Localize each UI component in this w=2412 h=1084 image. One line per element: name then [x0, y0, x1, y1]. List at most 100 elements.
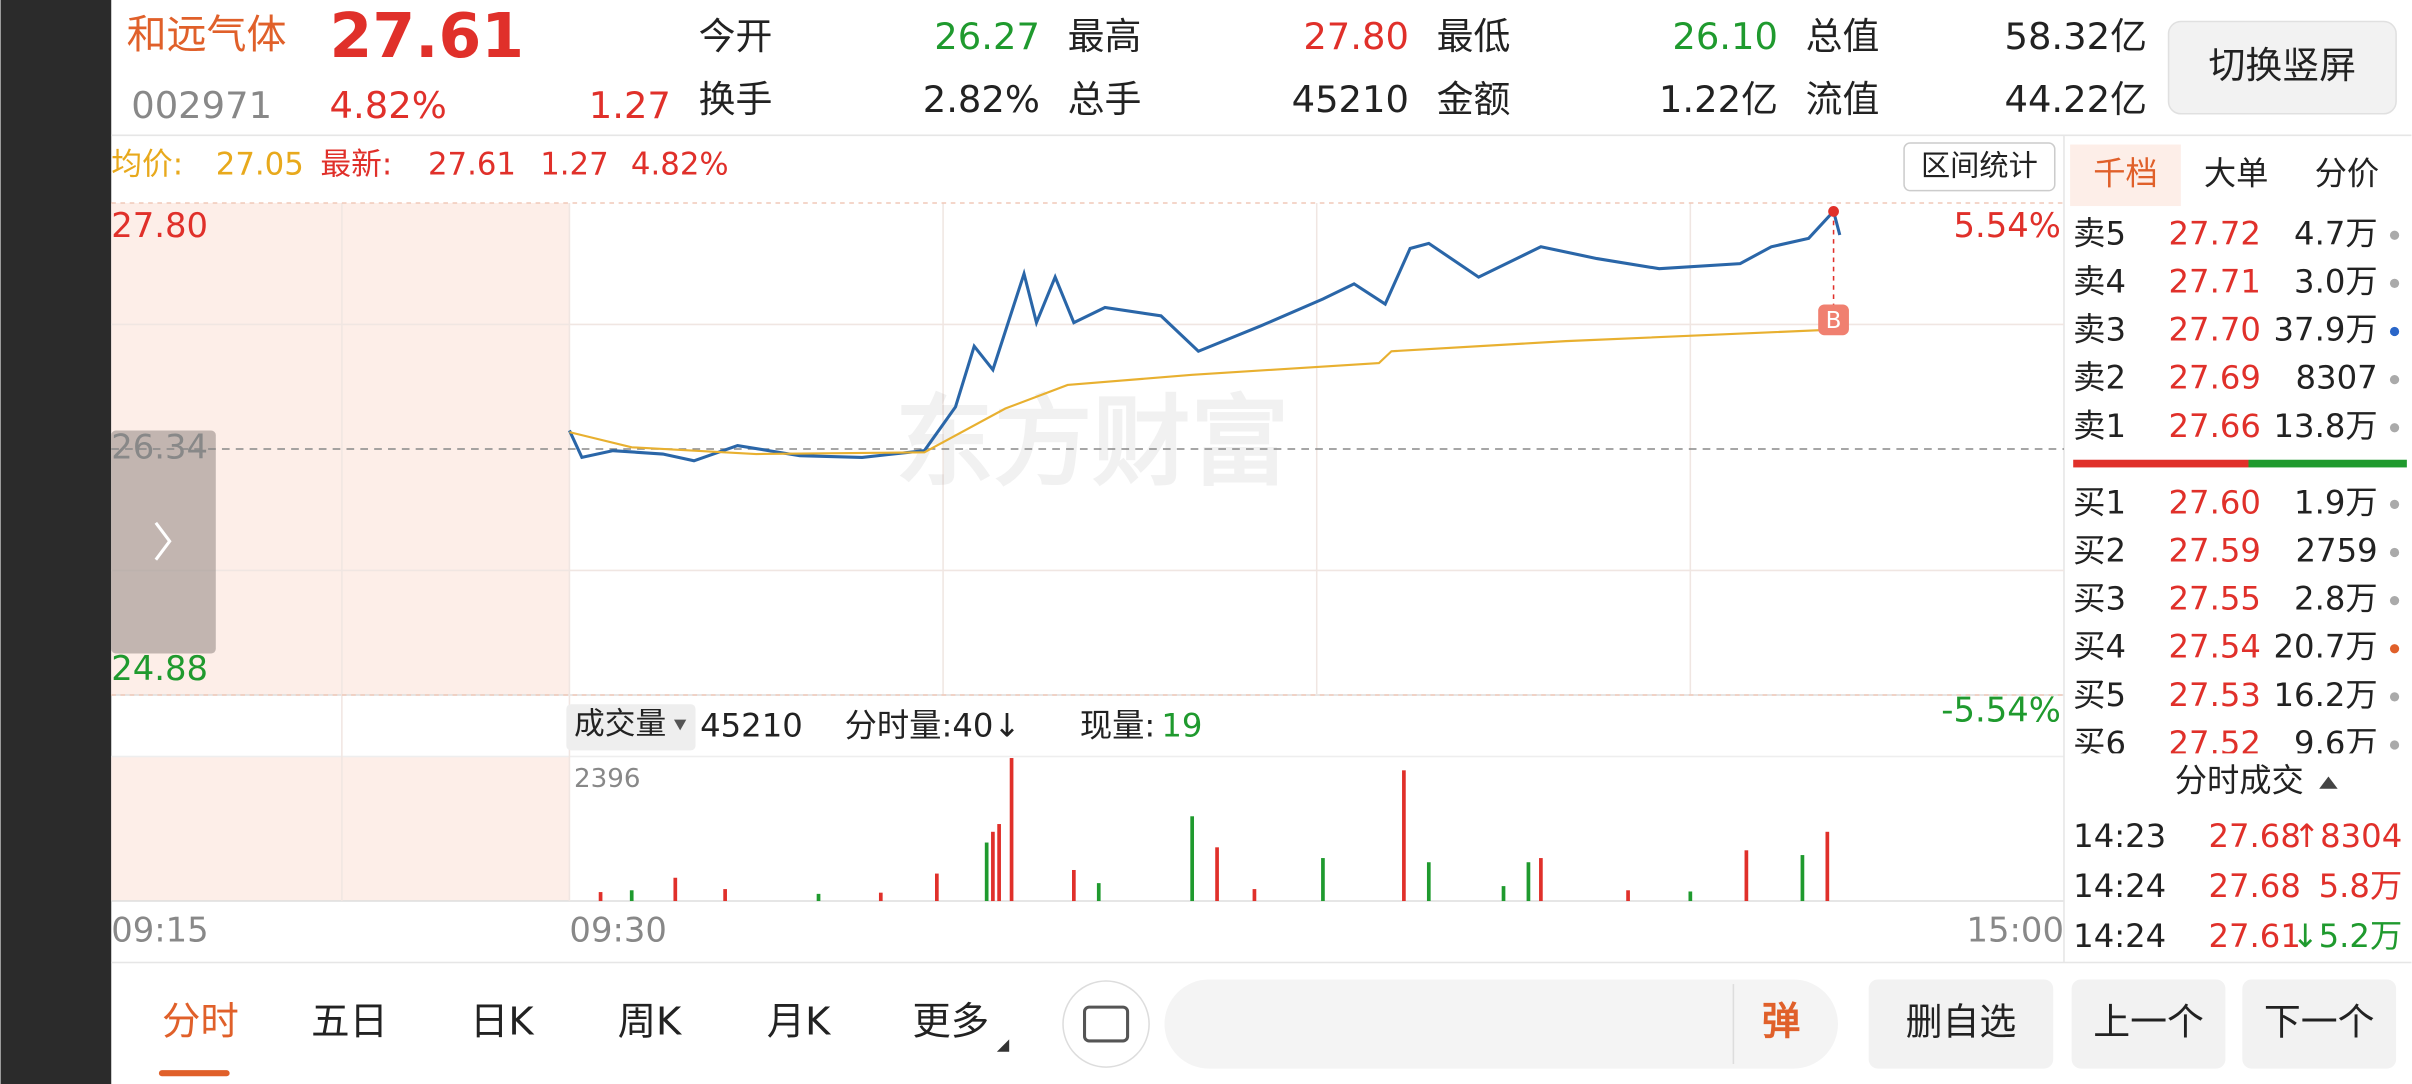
book-label: 买4 — [2073, 628, 2126, 666]
x-tick-label: 09:15 — [111, 910, 208, 949]
bottom-tab[interactable]: 周K — [618, 1000, 682, 1045]
bottom-tab[interactable]: 更多 — [912, 1000, 989, 1045]
volume-bar — [816, 893, 821, 902]
book-price: 27.55 — [2169, 580, 2261, 618]
book-price: 27.60 — [2169, 483, 2261, 521]
book-price: 27.70 — [2169, 311, 2261, 349]
change-pct: 4.82% — [330, 84, 447, 127]
now-value: 19 — [1161, 706, 1202, 744]
range-button[interactable] — [1903, 142, 2056, 192]
book-tab[interactable]: 分价 — [2315, 154, 2380, 192]
switch-button[interactable] — [2167, 20, 2397, 115]
volume-bar — [723, 889, 727, 902]
expand-panel[interactable] — [111, 430, 216, 654]
bottom-tab[interactable]: 月K — [767, 1000, 831, 1045]
marker-label: B — [1826, 308, 1842, 334]
bottom-tab[interactable]: 五日 — [311, 1000, 388, 1045]
icon-button[interactable] — [1062, 980, 1150, 1068]
volume-bar — [1096, 883, 1101, 902]
book-price: 27.53 — [2169, 676, 2261, 714]
book-dot — [2389, 278, 2400, 288]
y-tick-label: 26.34 — [111, 427, 208, 466]
tab-underline — [158, 1070, 230, 1077]
action-button[interactable]: 下一个 — [2264, 1001, 2375, 1044]
volume-bar — [1190, 816, 1195, 902]
book-dot — [2389, 499, 2400, 509]
volume-bar — [1626, 890, 1630, 902]
book-price: 27.66 — [2169, 407, 2261, 445]
trade-time: 14:24 — [2073, 867, 2166, 905]
action-button[interactable]: 上一个 — [2093, 1001, 2204, 1044]
danmaku-button[interactable]: 弹 — [1762, 1000, 1800, 1045]
stat-value: 26.10 — [1672, 15, 1778, 58]
volume-total: 45210 — [700, 706, 803, 744]
volume-bar — [629, 890, 634, 902]
trade-price: 27.68 — [2209, 817, 2301, 855]
volume-tick: 2396 — [574, 764, 641, 794]
volume-bar — [1426, 862, 1431, 902]
trade-volume: ↓5.2万 — [2292, 917, 2403, 955]
book-volume: 8307 — [2296, 359, 2378, 397]
book-label: 卖1 — [2073, 407, 2126, 445]
pct-high: 5.54% — [1953, 206, 2060, 245]
book-volume: 16.2万 — [2274, 676, 2378, 714]
book-tab[interactable]: 大单 — [2204, 154, 2269, 192]
book-label: 卖4 — [2073, 262, 2126, 300]
stat-label: 最低 — [1437, 15, 1511, 58]
volume-bar — [935, 873, 939, 902]
volume-bar — [598, 892, 603, 902]
book-label: 买5 — [2073, 676, 2126, 714]
book-tab[interactable]: 千档 — [2093, 154, 2158, 192]
switch-label: 切换竖屏 — [2209, 44, 2357, 87]
book-label: 买1 — [2073, 483, 2126, 521]
now-label: 现量: — [1080, 706, 1155, 744]
book-split — [2248, 459, 2407, 468]
volume-bar — [1252, 889, 1257, 902]
volume-bar — [1009, 758, 1014, 902]
book-label: 买2 — [2073, 531, 2126, 569]
stat-value: 45210 — [1292, 78, 1409, 121]
bottom-tab[interactable]: 分时 — [162, 1000, 239, 1045]
volume-ma: 分时量:40↓ — [845, 706, 1021, 744]
trades-title: 分时成交 — [2175, 762, 2304, 800]
stat-value: 44.22亿 — [2004, 78, 2147, 121]
range-label: 区间统计 — [1921, 149, 2038, 183]
book-volume: 37.9万 — [2274, 311, 2378, 349]
book-price: 27.59 — [2169, 531, 2261, 569]
book-volume: 4.7万 — [2294, 214, 2378, 252]
stock-name: 和远气体 — [127, 12, 287, 58]
book-label: 买3 — [2073, 580, 2126, 618]
latest-value: 27.61 — [428, 147, 516, 183]
stat-label: 最高 — [1068, 15, 1142, 58]
up-arrow — [2319, 776, 2338, 789]
x-tick-label: 15:00 — [1967, 910, 2064, 949]
book-price: 27.71 — [2169, 262, 2261, 300]
btn[interactable] — [1868, 979, 2054, 1069]
y-tick-label: 24.88 — [111, 649, 208, 688]
volume-bar — [984, 842, 989, 902]
pct-low: -5.54% — [1941, 690, 2061, 729]
volume-label: 成交量 — [574, 706, 666, 742]
stat-value: 27.80 — [1303, 15, 1409, 58]
stat-value: 2.82% — [923, 78, 1040, 121]
volume-bar — [673, 877, 678, 902]
volume-select[interactable] — [566, 704, 696, 751]
btn[interactable] — [2242, 979, 2397, 1069]
btn[interactable] — [2071, 979, 2226, 1069]
trade-time: 14:24 — [2073, 917, 2166, 955]
book-label: 卖3 — [2073, 311, 2126, 349]
bottom-tab[interactable]: 日K — [470, 1000, 534, 1045]
comment-input[interactable] — [1164, 979, 1838, 1069]
trade-volume: ↑8304 — [2293, 817, 2402, 855]
volume-bar — [1539, 858, 1543, 902]
action-button[interactable]: 删自选 — [1906, 1001, 2017, 1044]
book-volume: 20.7万 — [2274, 628, 2378, 666]
avg-value: 27.05 — [216, 147, 304, 183]
volume-bar — [1071, 869, 1076, 902]
side-strip — [0, 0, 112, 1084]
stat-label: 金额 — [1437, 78, 1511, 121]
price-line — [568, 208, 1842, 463]
